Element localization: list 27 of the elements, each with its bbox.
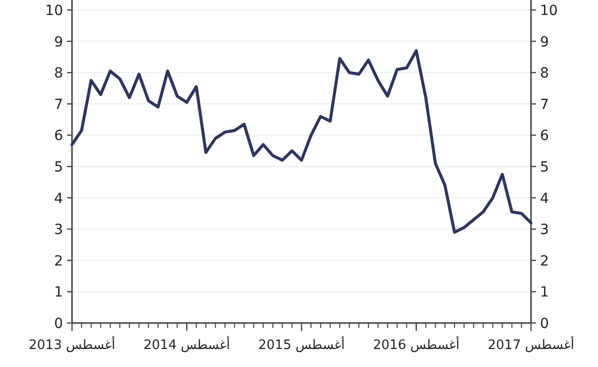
x-tick-label: أغسطس 2017 <box>488 336 574 353</box>
y-tick-label: 0 <box>54 316 63 332</box>
y-tick-label: 5 <box>54 160 63 176</box>
x-tick-label: أغسطس 2015 <box>258 336 345 353</box>
x-tick-label: أغسطس 2013 <box>28 336 116 353</box>
y2-tick-label: 8 <box>540 66 549 82</box>
y2-tick-label: 9 <box>540 34 549 50</box>
y2-tick-label: 3 <box>540 222 549 238</box>
y-tick-label: 1 <box>54 284 63 301</box>
y2-tick-label: 5 <box>540 160 549 176</box>
y-tick-label: 9 <box>54 34 63 50</box>
y-tick-label: 8 <box>54 66 63 82</box>
y-tick-label: 7 <box>54 96 63 113</box>
x-tick-label: أغسطس 2016 <box>373 336 460 353</box>
y-tick-label: 10 <box>45 3 63 19</box>
y-tick-label: 4 <box>54 190 64 207</box>
y2-tick-label: 7 <box>540 96 549 113</box>
y2-tick-label: 4 <box>540 190 549 207</box>
x-tick-label: أغسطس 2014 <box>144 336 230 353</box>
y-tick-label: 2 <box>54 253 63 270</box>
y-tick-label: 6 <box>54 128 64 144</box>
y2-tick-label: 10 <box>540 3 558 19</box>
y2-tick-label: 0 <box>540 316 549 332</box>
y2-tick-label: 1 <box>540 284 549 301</box>
y-tick-label: 3 <box>54 222 63 238</box>
y2-tick-label: 2 <box>540 253 549 270</box>
y2-tick-label: 6 <box>540 128 549 144</box>
